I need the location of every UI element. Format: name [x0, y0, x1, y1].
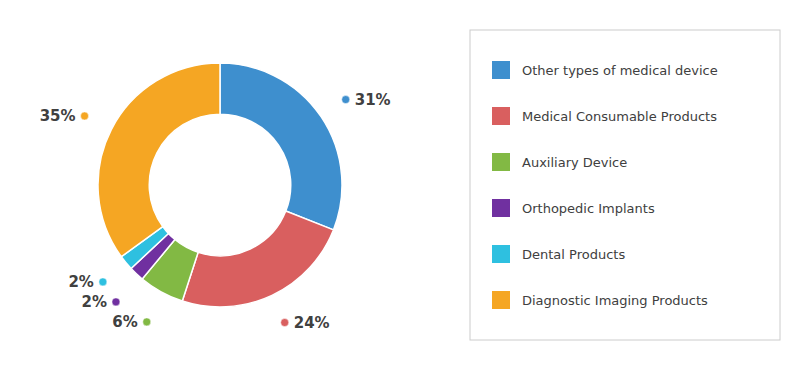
legend-swatch [492, 107, 510, 125]
slice [98, 63, 220, 257]
data-label: 24% [294, 314, 330, 332]
legend-box [470, 30, 780, 340]
data-label: 31% [355, 91, 391, 109]
data-label: 2% [81, 293, 106, 311]
legend-label: Other types of medical device [522, 63, 718, 78]
legend: Other types of medical device Medical Con… [470, 30, 780, 340]
label-dot [99, 278, 107, 286]
legend-swatch [492, 199, 510, 217]
legend-swatch [492, 61, 510, 79]
legend-swatch [492, 291, 510, 309]
legend-swatch [492, 245, 510, 263]
label-dot [81, 112, 89, 120]
label-dot [143, 318, 151, 326]
legend-label: Dental Products [522, 247, 625, 262]
slice [220, 63, 342, 230]
legend-label: Orthopedic Implants [522, 201, 655, 216]
slice [182, 211, 333, 307]
data-label: 6% [112, 313, 137, 331]
legend-label: Diagnostic Imaging Products [522, 293, 708, 308]
data-label: 2% [68, 273, 93, 291]
label-dot [342, 96, 350, 104]
label-dot [112, 298, 120, 306]
chart-container: 31% 24% 6% 2% 2% 35% Other types of medical de… [0, 0, 800, 370]
chart: 31% 24% 6% 2% 2% 35% Other types of medical de… [0, 0, 800, 370]
legend-label: Auxiliary Device [522, 155, 627, 170]
legend-label: Medical Consumable Products [522, 109, 717, 124]
legend-swatch [492, 153, 510, 171]
data-label: 35% [40, 107, 76, 125]
slices [98, 63, 342, 307]
data-labels: 31% 24% 6% 2% 2% 35% [40, 91, 391, 332]
label-dot [281, 319, 289, 327]
